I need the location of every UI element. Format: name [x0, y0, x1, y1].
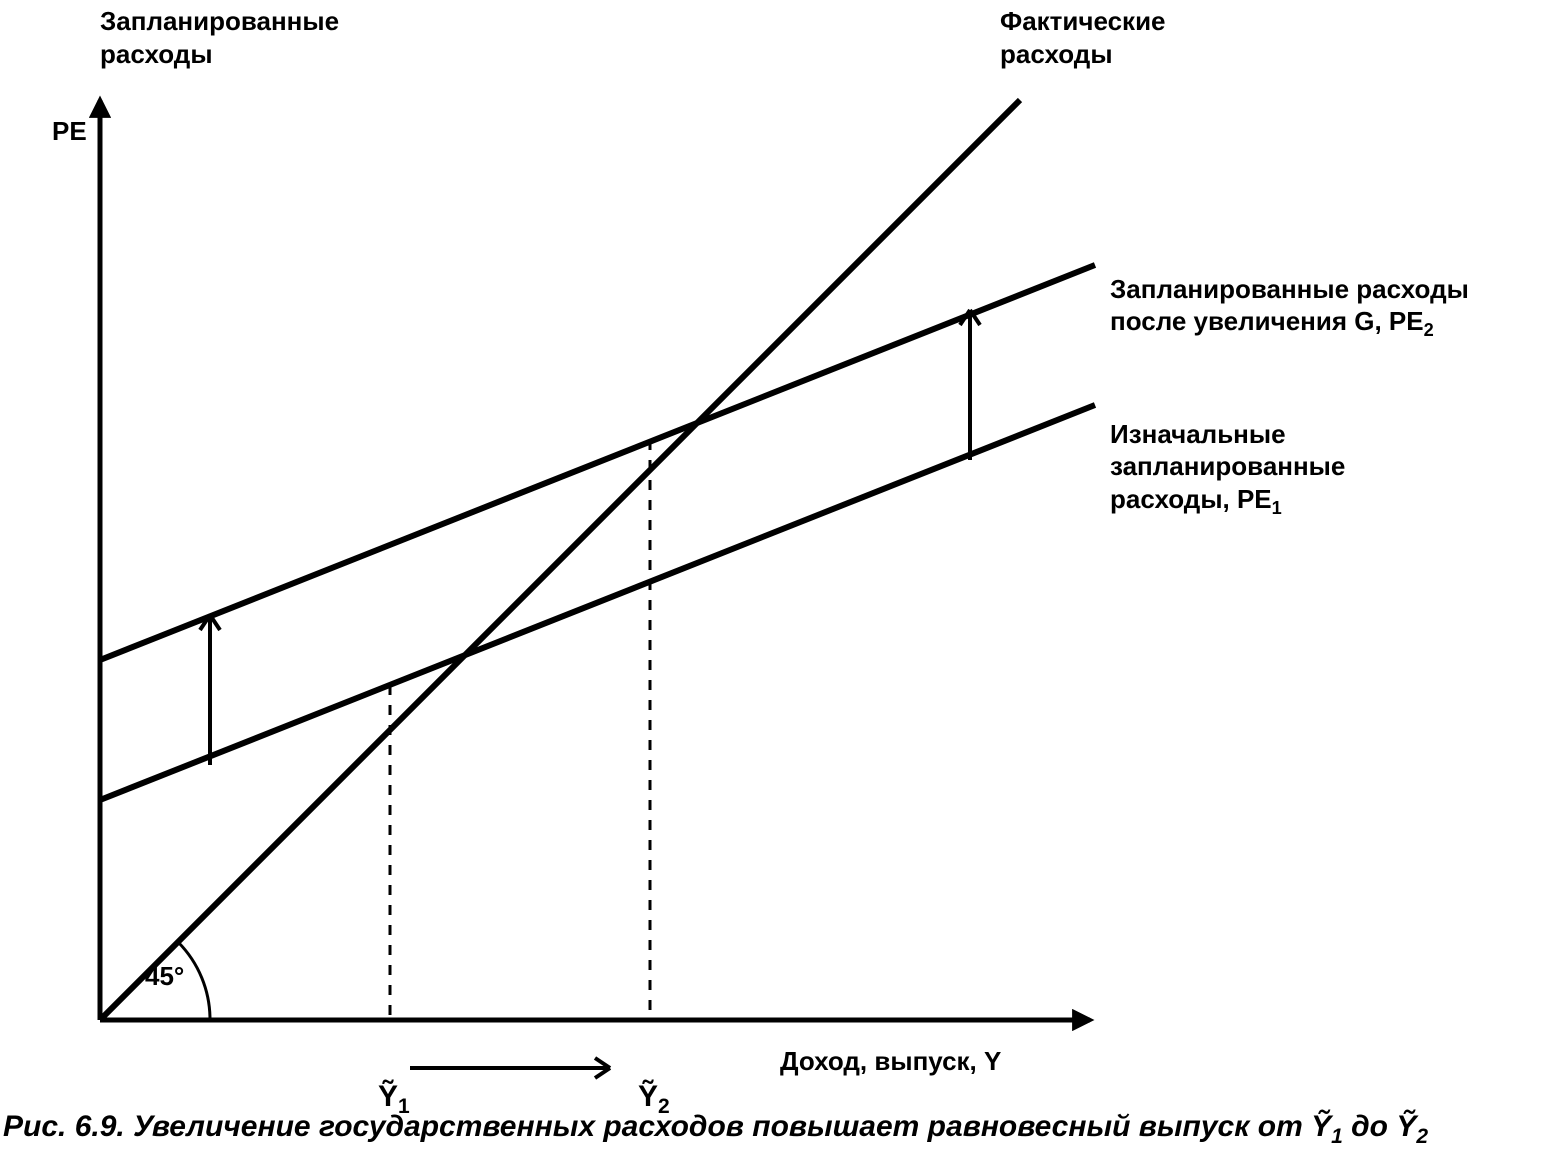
caption-y2: Ỹ [1396, 1110, 1416, 1143]
chart-container: Запланированные расходы PE Доход, выпуск… [0, 0, 1564, 1153]
angle-label: 45° [145, 960, 184, 993]
caption-prefix: Рис. 6.9. Увеличение государственных рас… [3, 1110, 1311, 1143]
pe2-label: Запланированные расходы после увеличения… [1110, 240, 1469, 342]
pe1-label: Изначальные запланированные расходы, PE1 [1110, 385, 1345, 519]
y1-tick-label: Ỹ1 [378, 1040, 410, 1120]
chart-svg [0, 0, 1564, 1153]
y-axis-symbol: PE [52, 115, 87, 148]
pe1-subscript: 1 [1272, 498, 1282, 518]
pe2-label-text: Запланированные расходы после увеличения… [1110, 274, 1469, 337]
pe1-label-text: Изначальные запланированные расходы, PE [1110, 419, 1345, 514]
y2-tick-label: Ỹ2 [638, 1040, 670, 1120]
caption-mid: до [1343, 1110, 1397, 1143]
figure-caption: Рис. 6.9. Увеличение государственных рас… [3, 1110, 1428, 1149]
y-axis-title: Запланированные расходы [100, 5, 339, 70]
line45-label: Фактические расходы [1000, 5, 1166, 70]
y2-tick-symbol: Ỹ [638, 1080, 658, 1113]
pe2-subscript: 2 [1424, 320, 1434, 340]
y1-tick-symbol: Ỹ [378, 1080, 398, 1113]
caption-y1-sub: 1 [1331, 1125, 1343, 1148]
caption-y2-sub: 2 [1416, 1125, 1428, 1148]
caption-y1: Ỹ [1311, 1110, 1331, 1143]
x-axis-title: Доход, выпуск, Y [780, 1045, 1001, 1078]
